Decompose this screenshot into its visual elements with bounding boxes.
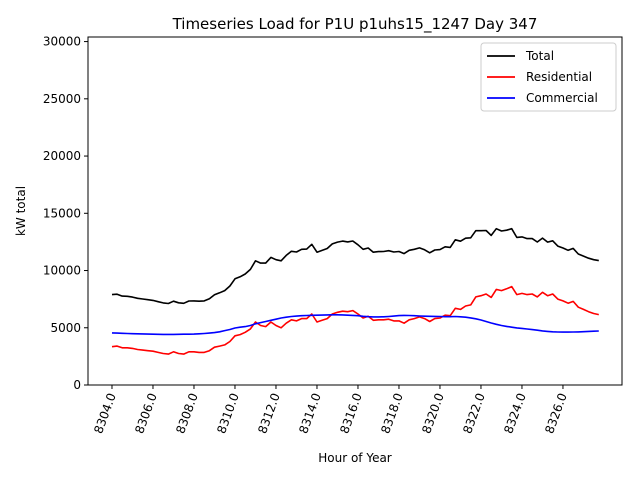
series-line-total	[111, 227, 599, 305]
x-tick-label: 8310.0	[214, 391, 242, 435]
legend-label-residential: Residential	[526, 70, 592, 84]
y-tick-label: 25000	[43, 92, 81, 106]
x-tick-label: 8306.0	[132, 391, 160, 435]
legend: Total Residential Commercial	[480, 42, 617, 112]
y-tick-label: 15000	[43, 206, 81, 220]
legend-label-total: Total	[525, 49, 554, 63]
y-tick-label: 0	[73, 378, 81, 392]
x-tick-label: 8304.0	[91, 391, 119, 435]
series-line-commercial	[111, 313, 599, 336]
chart-title: Timeseries Load for P1U p1uhs15_1247 Day…	[172, 15, 538, 34]
series-line-residential	[111, 285, 599, 355]
y-tick-label: 5000	[50, 321, 81, 335]
x-tick-label: 8312.0	[255, 391, 283, 435]
plot-frame	[87, 36, 623, 386]
y-tick-label: 20000	[43, 149, 81, 163]
x-axis-label: Hour of Year	[318, 451, 392, 465]
x-tick-label: 8314.0	[296, 391, 324, 435]
x-tick-label: 8320.0	[419, 391, 447, 435]
y-axis-label: kW total	[14, 186, 28, 236]
x-tick-label: 8324.0	[501, 391, 529, 435]
x-tick-label: 8308.0	[173, 391, 201, 435]
legend-box	[480, 42, 617, 112]
y-tick-label: 30000	[43, 35, 81, 49]
legend-label-commercial: Commercial	[526, 91, 598, 105]
x-tick-label: 8318.0	[378, 391, 406, 435]
x-tick-label: 8322.0	[460, 391, 488, 435]
x-tick-label: 8316.0	[337, 391, 365, 435]
y-tick-label: 10000	[43, 264, 81, 278]
x-tick-label: 8326.0	[542, 391, 570, 435]
